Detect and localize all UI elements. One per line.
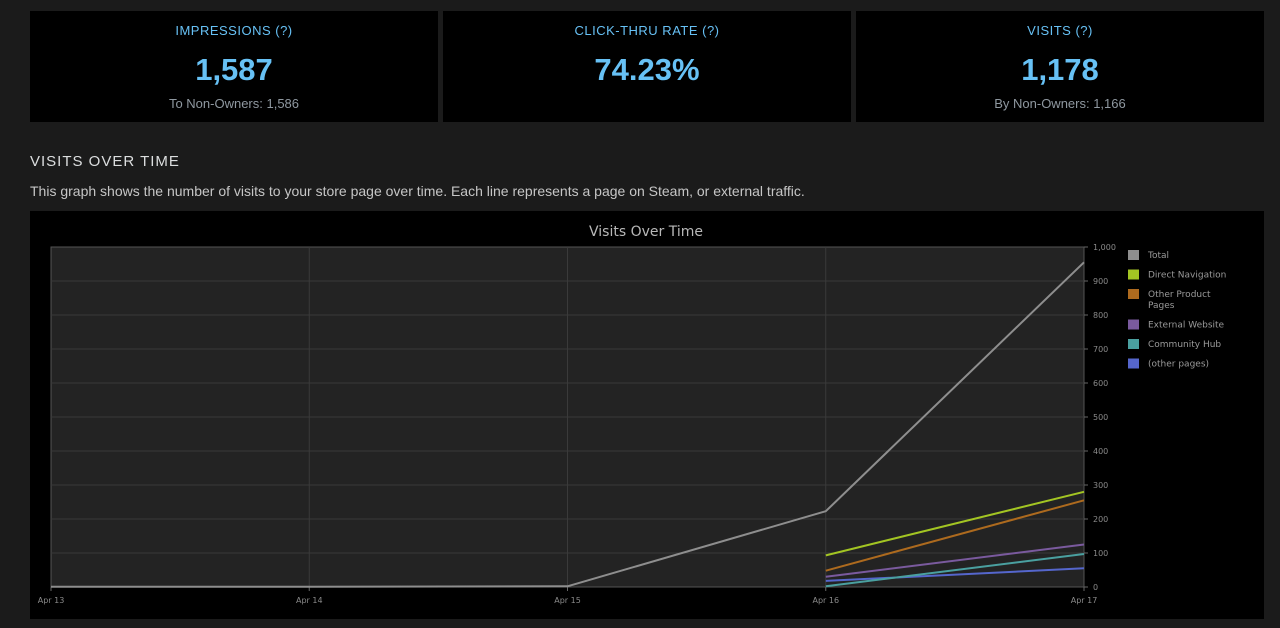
legend-label: Total — [1147, 251, 1169, 261]
visits-over-time-chart[interactable]: Visits Over Time 0 100 200 300 400 500 600 700 8… — [30, 211, 1264, 619]
legend-swatch — [1128, 358, 1139, 369]
y-tick-label: 800 — [1093, 311, 1108, 320]
stats-row: IMPRESSIONS (?) 1,587 To Non-Owners: 1,5… — [30, 11, 1264, 122]
legend-swatch — [1128, 269, 1139, 280]
click-thru-rate-value: 74.23% — [594, 52, 700, 87]
legend-label: Direct Navigation — [1148, 271, 1226, 281]
legend-label: Other Product — [1148, 290, 1211, 300]
impressions-non-owners: To Non-Owners: 1,586 — [168, 96, 300, 111]
y-tick-label: 100 — [1093, 549, 1108, 558]
legend-item-other-pages[interactable]: (other pages) — [1128, 358, 1209, 370]
x-tick-label: Apr 13 — [38, 596, 65, 605]
series-line-total[interactable] — [51, 261, 1085, 588]
legend-item-external-website[interactable]: External Website — [1128, 319, 1225, 331]
x-tick-label: Apr 14 — [296, 596, 323, 605]
section-title: VISITS OVER TIME — [30, 153, 180, 170]
click-thru-rate-label[interactable]: CLICK-THRU RATE (?) — [574, 23, 720, 38]
y-tick-label: 900 — [1093, 277, 1108, 286]
impressions-card: IMPRESSIONS (?) 1,587 To Non-Owners: 1,5… — [30, 11, 438, 122]
y-tick-label: 400 — [1093, 447, 1108, 456]
section-description: This graph shows the number of visits to… — [30, 183, 805, 199]
legend-label: Community Hub — [1148, 340, 1221, 350]
legend-swatch — [1128, 289, 1139, 299]
visits-card: VISITS (?) 1,178 By Non-Owners: 1,166 — [856, 11, 1264, 122]
series-line-direct-navigation[interactable] — [825, 490, 1085, 557]
legend-label: External Website — [1148, 321, 1225, 331]
legend-swatch — [1128, 339, 1139, 349]
chart-panel: Visits Over Time 0 100 200 300 400 500 600 700 8… — [30, 211, 1264, 619]
y-tick-label: 300 — [1093, 481, 1108, 490]
y-tick-label: 200 — [1093, 515, 1108, 524]
impressions-label[interactable]: IMPRESSIONS (?) — [175, 23, 293, 38]
visits-non-owners: By Non-Owners: 1,166 — [994, 96, 1126, 111]
y-tick-label: 1,000 — [1093, 243, 1116, 252]
legend-swatch — [1128, 250, 1139, 260]
visits-value: 1,178 — [1021, 52, 1099, 87]
impressions-value: 1,587 — [195, 52, 273, 87]
y-tick-label: 700 — [1093, 345, 1108, 354]
visits-label[interactable]: VISITS (?) — [1027, 23, 1093, 38]
legend-label: Pages — [1148, 301, 1175, 311]
legend-swatch — [1128, 319, 1139, 330]
legend-item-direct-navigation[interactable]: Direct Navigation — [1128, 269, 1226, 281]
y-tick-label: 600 — [1093, 379, 1108, 388]
series-line-other-product-pages[interactable] — [825, 499, 1085, 572]
series-line-external-website[interactable] — [825, 543, 1085, 578]
series-line-other-pages[interactable] — [825, 567, 1085, 582]
legend-item-total[interactable]: Total — [1128, 250, 1169, 261]
x-tick-label: Apr 16 — [812, 596, 839, 605]
legend-label: (other pages) — [1148, 360, 1209, 370]
legend-item-community-hub[interactable]: Community Hub — [1128, 339, 1221, 350]
chart-title: Visits Over Time — [589, 224, 703, 240]
y-tick-label: 0 — [1093, 583, 1098, 592]
x-tick-label: Apr 17 — [1071, 596, 1098, 605]
x-tick-label: Apr 15 — [554, 596, 581, 605]
click-thru-rate-card: CLICK-THRU RATE (?) 74.23% — [443, 11, 851, 122]
y-tick-label: 500 — [1093, 413, 1108, 422]
series-line-community-hub[interactable] — [825, 553, 1085, 588]
